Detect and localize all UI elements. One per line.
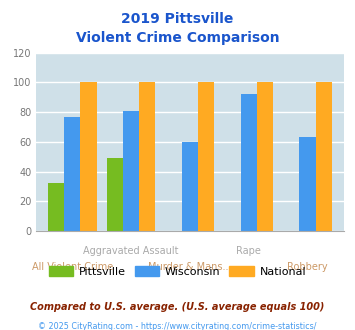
Legend: Pittsville, Wisconsin, National: Pittsville, Wisconsin, National bbox=[44, 261, 311, 281]
Bar bbox=[182, 142, 198, 231]
Text: Robbery: Robbery bbox=[287, 262, 328, 272]
Bar bbox=[241, 94, 257, 231]
Bar bbox=[316, 82, 332, 231]
Text: Rape: Rape bbox=[236, 246, 261, 256]
Text: Violent Crime Comparison: Violent Crime Comparison bbox=[76, 31, 279, 45]
Bar bbox=[64, 116, 80, 231]
Bar bbox=[123, 111, 139, 231]
Bar bbox=[139, 82, 155, 231]
Text: Murder & Mans...: Murder & Mans... bbox=[148, 262, 232, 272]
Text: All Violent Crime: All Violent Crime bbox=[32, 262, 113, 272]
Bar bbox=[300, 137, 316, 231]
Bar bbox=[198, 82, 214, 231]
Bar bbox=[48, 183, 64, 231]
Text: Compared to U.S. average. (U.S. average equals 100): Compared to U.S. average. (U.S. average … bbox=[30, 302, 325, 312]
Bar bbox=[107, 158, 123, 231]
Bar bbox=[257, 82, 273, 231]
Text: © 2025 CityRating.com - https://www.cityrating.com/crime-statistics/: © 2025 CityRating.com - https://www.city… bbox=[38, 322, 317, 330]
Text: Aggravated Assault: Aggravated Assault bbox=[83, 246, 179, 256]
Text: 2019 Pittsville: 2019 Pittsville bbox=[121, 12, 234, 25]
Bar bbox=[80, 82, 97, 231]
